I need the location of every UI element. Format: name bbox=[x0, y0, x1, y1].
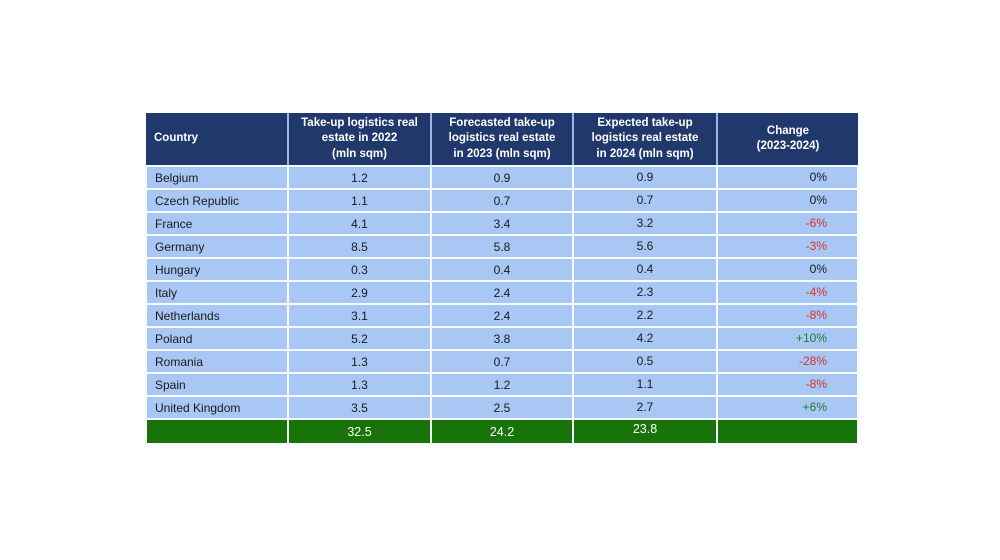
cell-country: Netherlands bbox=[145, 303, 289, 328]
cell-2024: 2.3 bbox=[572, 280, 718, 305]
cell-2022: 1.3 bbox=[287, 372, 432, 397]
cell-2024: 0.5 bbox=[572, 349, 718, 374]
cell-2022: 1.2 bbox=[287, 165, 432, 190]
change-value: -28% bbox=[798, 354, 827, 368]
total-cell-change bbox=[716, 418, 859, 445]
row-france: France 4.1 3.4 3.2 -6% bbox=[145, 211, 859, 236]
cell-country: Czech Republic bbox=[145, 188, 289, 213]
cell-country: Germany bbox=[145, 234, 289, 259]
cell-2023: 2.5 bbox=[430, 395, 574, 420]
row-poland: Poland 5.2 3.8 4.2 +10% bbox=[145, 326, 859, 351]
cell-2023: 2.4 bbox=[430, 303, 574, 328]
cell-country: United Kingdom bbox=[145, 395, 289, 420]
cell-2023: 0.7 bbox=[430, 349, 574, 374]
cell-2022: 8.5 bbox=[287, 234, 432, 259]
cell-2024: 5.6 bbox=[572, 234, 718, 259]
cell-2024: 2.7 bbox=[572, 395, 718, 420]
total-cell-2023: 24.2 bbox=[430, 418, 574, 445]
row-italy: Italy 2.9 2.4 2.3 -4% bbox=[145, 280, 859, 305]
col-header-forecast-2023: Forecasted take-up logistics real estate… bbox=[430, 113, 573, 167]
cell-2023: 3.8 bbox=[430, 326, 574, 351]
cell-change: -28% bbox=[716, 349, 859, 374]
cell-2024: 0.9 bbox=[572, 165, 718, 190]
row-spain: Spain 1.3 1.2 1.1 -8% bbox=[145, 372, 859, 397]
cell-2023: 0.4 bbox=[430, 257, 574, 282]
col-header-change: Change (2023-2024) bbox=[716, 113, 858, 167]
row-belgium: Belgium 1.2 0.9 0.9 0% bbox=[145, 165, 859, 190]
cell-2023: 0.9 bbox=[430, 165, 574, 190]
col-header-takeup-2022: Take-up logistics real estate in 2022 (m… bbox=[287, 113, 431, 167]
cell-2024: 1.1 bbox=[572, 372, 718, 397]
row-united-kingdom: United Kingdom 3.5 2.5 2.7 +6% bbox=[145, 395, 859, 420]
cell-2023: 0.7 bbox=[430, 188, 574, 213]
change-value: 0% bbox=[809, 193, 827, 207]
change-value: +6% bbox=[802, 400, 827, 414]
cell-2022: 0.3 bbox=[287, 257, 432, 282]
row-romania: Romania 1.3 0.7 0.5 -28% bbox=[145, 349, 859, 374]
total-cell-2024: 23.8 bbox=[572, 418, 718, 445]
row-netherlands: Netherlands 3.1 2.4 2.2 -8% bbox=[145, 303, 859, 328]
change-value: -3% bbox=[805, 239, 827, 253]
cell-change: -3% bbox=[716, 234, 859, 259]
cell-2023: 1.2 bbox=[430, 372, 574, 397]
cell-2024: 0.4 bbox=[572, 257, 718, 282]
cell-country: Spain bbox=[145, 372, 289, 397]
cell-change: +10% bbox=[716, 326, 859, 351]
logistics-takeup-table-container: Country Take-up logistics real estate in… bbox=[145, 113, 859, 445]
logistics-takeup-table: Country Take-up logistics real estate in… bbox=[145, 113, 859, 445]
cell-change: -4% bbox=[716, 280, 859, 305]
cell-change: -8% bbox=[716, 372, 859, 397]
cell-change: -6% bbox=[716, 211, 859, 236]
change-value: -8% bbox=[805, 308, 827, 322]
cell-2024: 3.2 bbox=[572, 211, 718, 236]
cell-change: +6% bbox=[716, 395, 859, 420]
cell-country: Italy bbox=[145, 280, 289, 305]
change-value: -6% bbox=[805, 216, 827, 230]
cell-2022: 1.1 bbox=[287, 188, 432, 213]
cell-country: Hungary bbox=[145, 257, 289, 282]
cell-change: 0% bbox=[716, 257, 859, 282]
change-value: 0% bbox=[809, 262, 827, 276]
cell-2023: 3.4 bbox=[430, 211, 574, 236]
cell-change: -8% bbox=[716, 303, 859, 328]
row-germany: Germany 8.5 5.8 5.6 -3% bbox=[145, 234, 859, 259]
col-header-country: Country bbox=[146, 113, 288, 167]
cell-change: 0% bbox=[716, 165, 859, 190]
row-hungary: Hungary 0.3 0.4 0.4 0% bbox=[145, 257, 859, 282]
cell-2022: 4.1 bbox=[287, 211, 432, 236]
cell-2022: 2.9 bbox=[287, 280, 432, 305]
table-body: Belgium 1.2 0.9 0.9 0% Czech Republic 1.… bbox=[145, 165, 859, 445]
row-czech-republic: Czech Republic 1.1 0.7 0.7 0% bbox=[145, 188, 859, 213]
change-value: +10% bbox=[795, 331, 827, 345]
change-value: 0% bbox=[809, 170, 827, 184]
cell-2022: 3.5 bbox=[287, 395, 432, 420]
cell-change: 0% bbox=[716, 188, 859, 213]
cell-country: Poland bbox=[145, 326, 289, 351]
change-value: -8% bbox=[805, 377, 827, 391]
cell-2024: 2.2 bbox=[572, 303, 718, 328]
cell-2024: 4.2 bbox=[572, 326, 718, 351]
cell-country: Belgium bbox=[145, 165, 289, 190]
total-cell-country bbox=[145, 418, 289, 445]
cell-country: France bbox=[145, 211, 289, 236]
total-row: 32.5 24.2 23.8 bbox=[145, 418, 859, 445]
cell-2022: 1.3 bbox=[287, 349, 432, 374]
header-row: Country Take-up logistics real estate in… bbox=[146, 113, 858, 167]
cell-2024: 0.7 bbox=[572, 188, 718, 213]
cell-2022: 3.1 bbox=[287, 303, 432, 328]
cell-2023: 2.4 bbox=[430, 280, 574, 305]
col-header-expected-2024: Expected take-up logistics real estate i… bbox=[572, 113, 717, 167]
table-header: Country Take-up logistics real estate in… bbox=[146, 113, 858, 167]
cell-country: Romania bbox=[145, 349, 289, 374]
cell-2022: 5.2 bbox=[287, 326, 432, 351]
cell-2023: 5.8 bbox=[430, 234, 574, 259]
total-cell-2022: 32.5 bbox=[287, 418, 432, 445]
change-value: -4% bbox=[805, 285, 827, 299]
